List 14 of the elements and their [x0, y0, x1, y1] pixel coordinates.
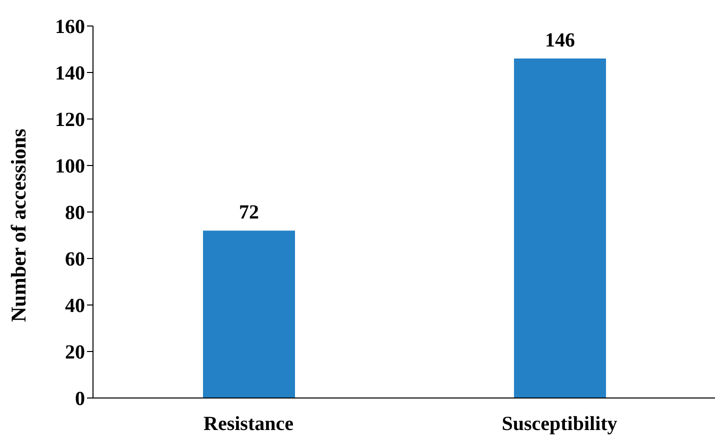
y-tick-label: 0	[75, 388, 85, 410]
y-tick-label: 20	[65, 342, 85, 364]
y-tick-label: 100	[55, 156, 85, 178]
y-tick-label: 140	[55, 62, 85, 85]
x-tick-label: Susceptibility	[502, 413, 618, 436]
data-label: 72	[239, 202, 259, 224]
x-tick-label: Resistance	[204, 413, 294, 436]
y-tick-label: 40	[65, 295, 85, 318]
y-tick-label: 80	[65, 202, 85, 224]
y-tick-label: 60	[65, 248, 85, 271]
y-axis-title: Number of accessions	[6, 128, 30, 322]
y-tick-label: 120	[55, 109, 85, 132]
y-tick-label: 160	[55, 16, 85, 38]
data-label: 146	[545, 30, 575, 52]
